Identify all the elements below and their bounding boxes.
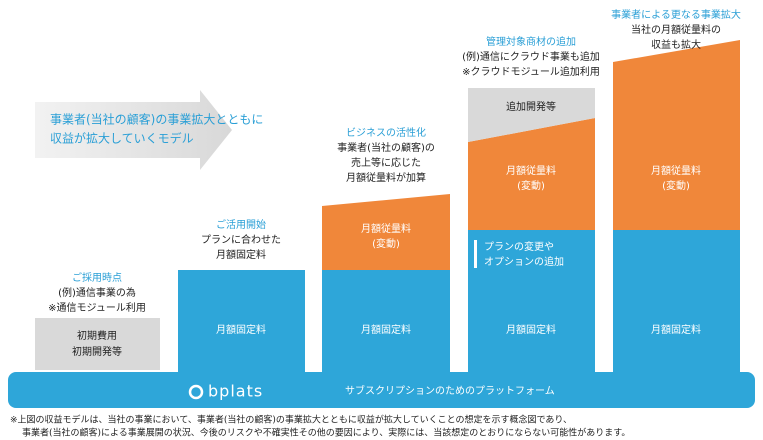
stage-title: ご活用開始 [216, 218, 266, 231]
extra-box [468, 88, 595, 142]
initial-box [35, 318, 160, 370]
fixed-box [468, 230, 595, 372]
headline: 収益が拡大していくモデル [50, 131, 194, 146]
platform-label: サブスクリプションのためのプラットフォーム [345, 384, 555, 397]
stage-line: ※クラウドモジュール追加利用 [462, 65, 600, 78]
stage-title: 事業者による更なる事業拡大 [611, 8, 741, 21]
box-label: 月額固定料 [651, 323, 701, 336]
usage-box [322, 194, 450, 270]
box-label: 月額従量料 [651, 164, 701, 177]
box-label: (変動) [372, 237, 400, 250]
stage-line: 事業者(当社の顧客)の [337, 141, 435, 154]
stage-title: 管理対象商材の追加 [486, 35, 576, 48]
box-label: 追加開発等 [506, 100, 556, 113]
stage-line: (例)通信にクラウド事業も追加 [462, 50, 600, 63]
box-label: 初期開発等 [72, 345, 122, 358]
usage-box [613, 40, 740, 230]
plan-label: プランの変更や [484, 240, 554, 253]
stage-line: (例)通信事業の為 [58, 286, 136, 299]
stage-line: 月額固定料 [216, 248, 266, 261]
box-label: (変動) [517, 179, 545, 192]
stage-line: プランに合わせた [201, 233, 281, 246]
box-label: 月額固定料 [361, 323, 411, 336]
box-label: 月額固定料 [216, 323, 266, 336]
stage-line: 当社の月額従量料の [631, 23, 721, 36]
plan-marker [474, 240, 477, 268]
stage-line: 売上等に応じた [351, 156, 421, 169]
stage-line: 月額従量料が加算 [346, 171, 426, 184]
box-label: (変動) [662, 179, 690, 192]
growth-arrow [35, 90, 232, 170]
headline: 事業者(当社の顧客)の事業拡大とともに [50, 112, 263, 127]
fixed-box [322, 270, 450, 372]
box-label: 月額従量料 [506, 164, 556, 177]
footnote: 事業者(当社の顧客)による事業展開の状況、今後のリスクや不確実性その他の要因によ… [22, 427, 630, 439]
plan-label: オプションの追加 [484, 255, 564, 268]
stage-title: ビジネスの活性化 [346, 126, 426, 139]
stage-line: 収益も拡大 [651, 38, 701, 51]
box-label: 月額固定料 [506, 323, 556, 336]
box-label: 月額従量料 [361, 222, 411, 235]
logo-icon [188, 384, 204, 400]
fixed-box [613, 230, 740, 372]
footnote: ※上図の収益モデルは、当社の事業において、事業者(当社の顧客)の事業拡大とともに… [10, 414, 572, 426]
box-label: 初期費用 [77, 329, 117, 342]
stage-title: ご採用時点 [72, 271, 122, 284]
fixed-box [178, 270, 305, 372]
logo: bplats [208, 382, 263, 401]
stage-line: ※通信モジュール利用 [48, 302, 146, 314]
usage-box [468, 118, 595, 230]
